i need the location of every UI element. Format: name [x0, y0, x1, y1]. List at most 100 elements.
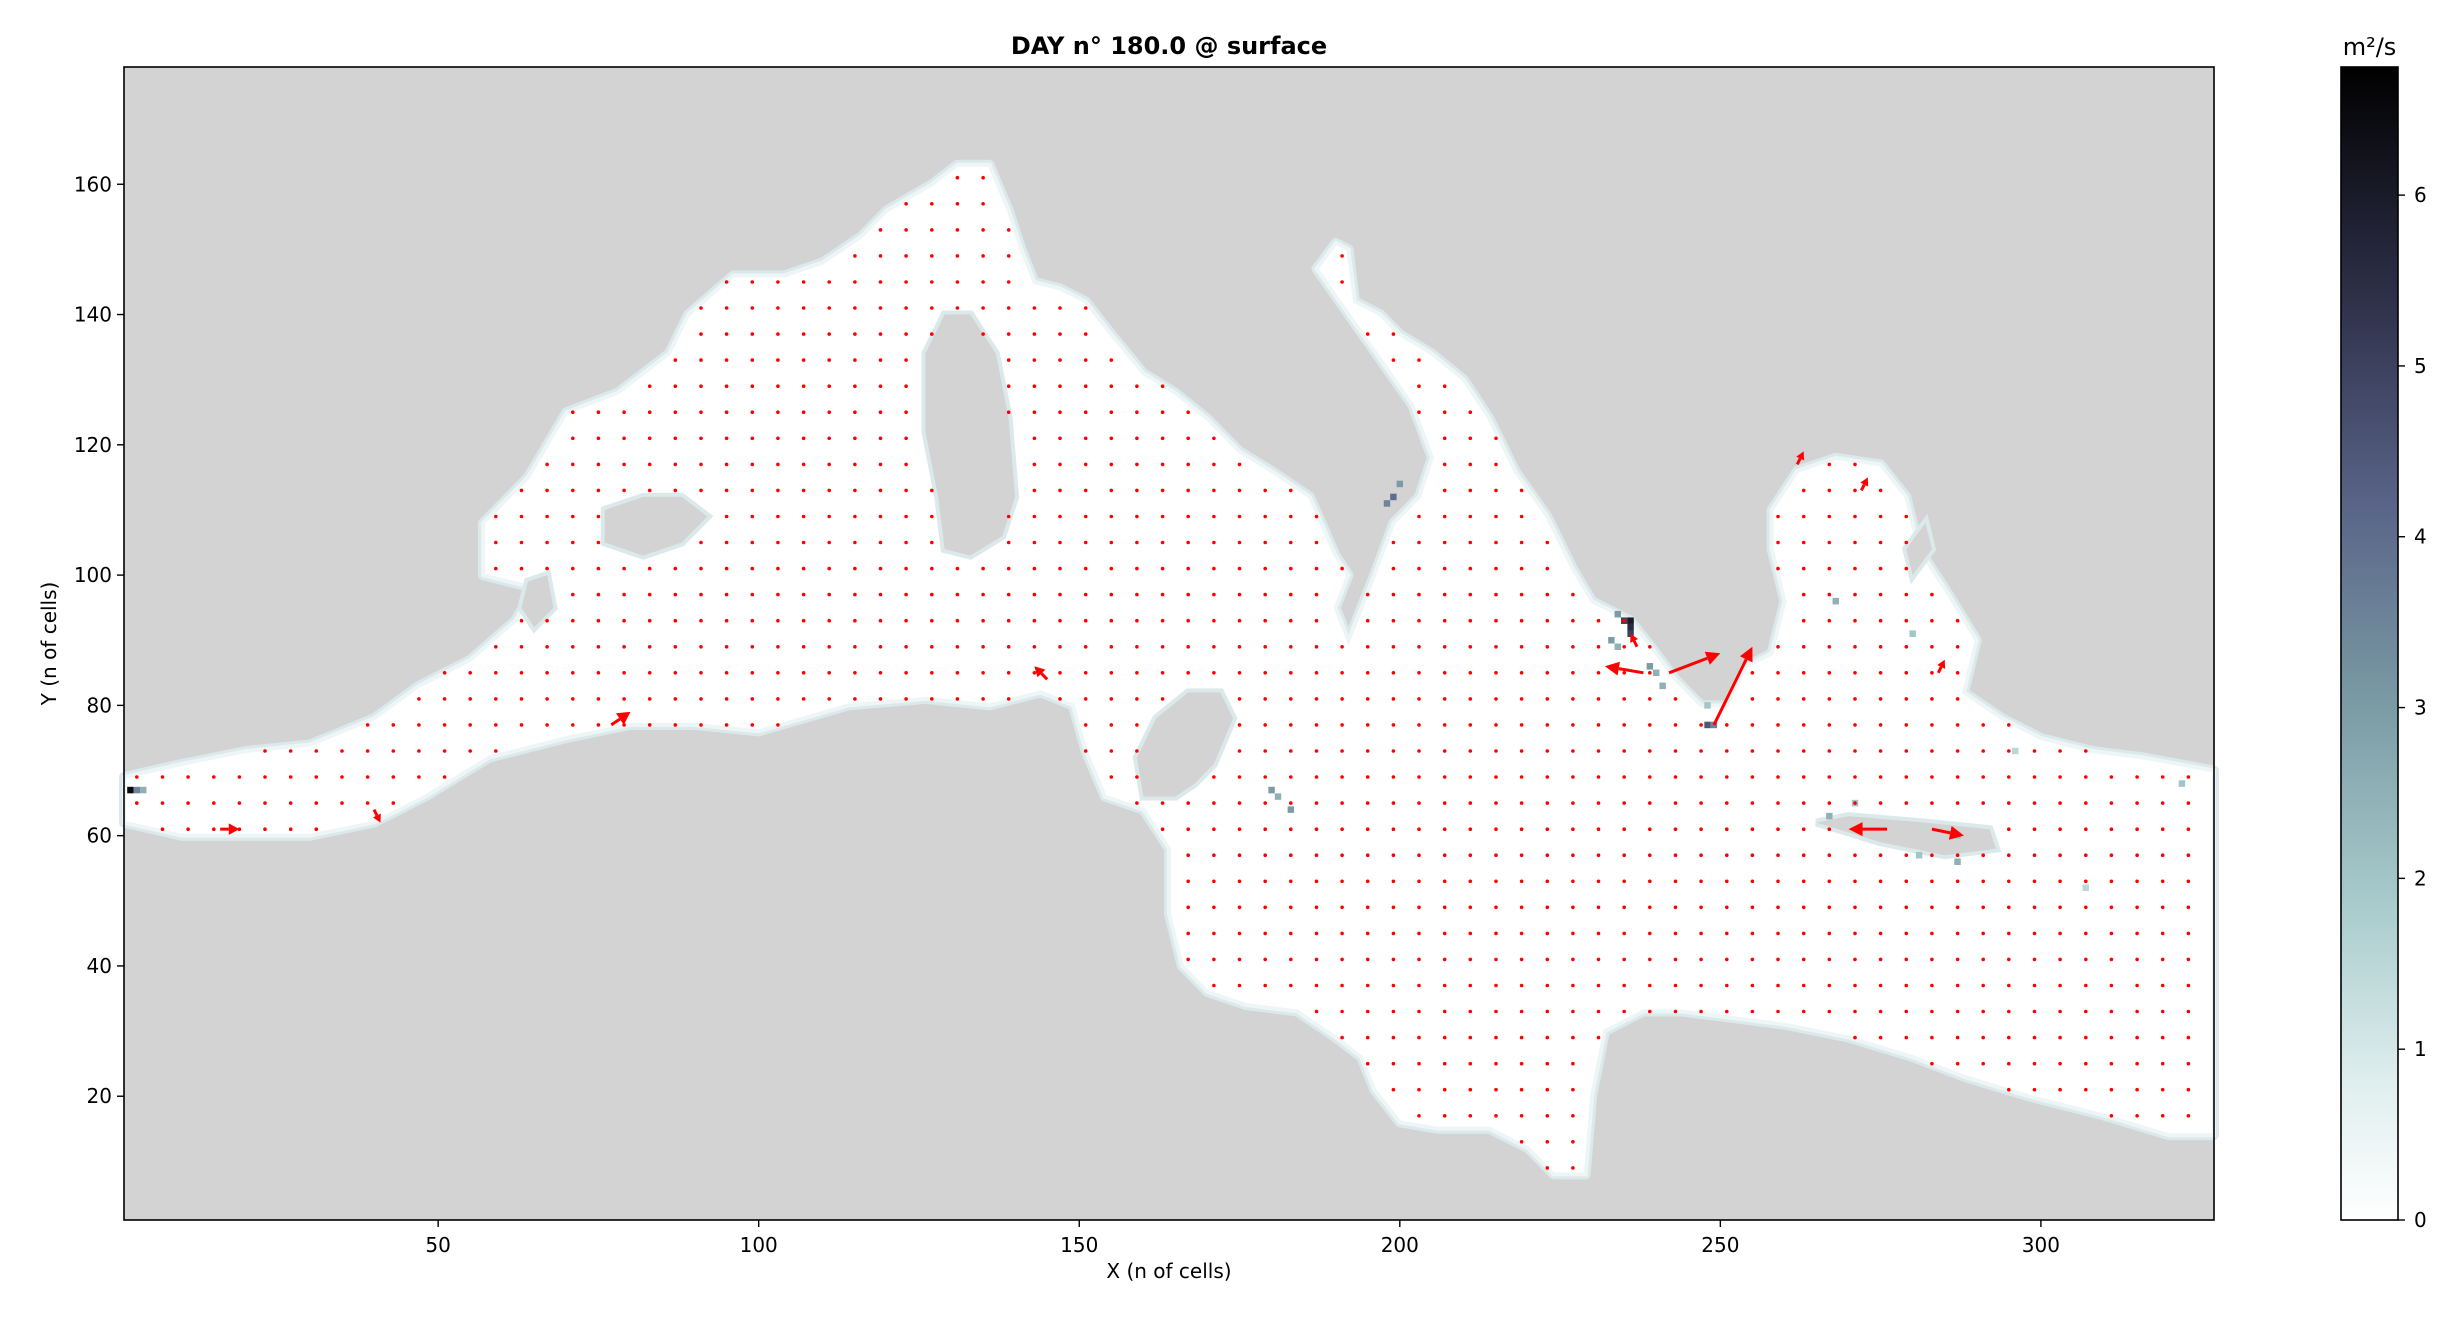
quiver-point	[1442, 488, 1447, 493]
quiver-point	[878, 280, 883, 284]
heat-cell	[1390, 493, 1397, 501]
quiver-point	[1955, 1035, 1960, 1040]
quiver-point	[1648, 905, 1652, 910]
quiver-point	[1314, 905, 1319, 910]
quiver-point	[1186, 827, 1190, 831]
quiver-point	[1365, 905, 1370, 910]
quiver-point	[1494, 540, 1498, 545]
quiver-point	[1212, 566, 1216, 571]
x-tick-label: 300	[2022, 1233, 2060, 1257]
quiver-point	[1596, 879, 1601, 884]
quiver-point	[1750, 1009, 1755, 1014]
quiver-point	[1827, 566, 1832, 571]
quiver-point	[1340, 775, 1344, 779]
quiver-point	[673, 723, 678, 727]
quiver-point	[1878, 723, 1883, 727]
quiver-point	[2109, 853, 2114, 857]
quiver-point	[1083, 697, 1088, 701]
quiver-point	[391, 749, 396, 753]
quiver-point	[2058, 983, 2062, 988]
quiver-point	[1237, 749, 1242, 753]
quiver-point	[1109, 436, 1114, 441]
quiver-point	[186, 801, 190, 805]
quiver-point	[1442, 566, 1447, 571]
quiver-point	[724, 566, 729, 571]
quiver-point	[340, 749, 344, 753]
quiver-point	[981, 697, 985, 701]
quiver-point	[1545, 1140, 1550, 1144]
quiver-point	[1673, 853, 1678, 857]
quiver-point	[1725, 775, 1729, 779]
quiver-point	[2186, 1114, 2191, 1118]
quiver-point	[2058, 749, 2062, 753]
quiver-point	[1391, 983, 1396, 988]
quiver-point	[1365, 775, 1370, 779]
quiver-point	[1981, 879, 1985, 884]
quiver-arrow-head	[228, 823, 240, 835]
quiver-point	[1314, 514, 1319, 519]
quiver-point	[1801, 540, 1806, 545]
quiver-point	[1827, 592, 1832, 597]
quiver-point	[1263, 488, 1267, 493]
quiver-point	[1083, 462, 1088, 467]
quiver-arrow-head	[1860, 477, 1869, 487]
quiver-point	[1545, 983, 1550, 988]
quiver-point	[1596, 1035, 1601, 1040]
quiver-point	[1776, 514, 1780, 519]
quiver-point	[1289, 618, 1293, 623]
quiver-point	[776, 645, 780, 649]
quiver-point	[1750, 853, 1755, 857]
quiver-point	[1699, 853, 1703, 857]
quiver-point	[1058, 540, 1062, 545]
quiver-point	[1930, 1061, 1934, 1066]
quiver-point	[1725, 853, 1729, 857]
quiver-point	[853, 280, 857, 284]
quiver-point	[776, 410, 780, 415]
quiver-point	[930, 306, 934, 310]
quiver-point	[724, 306, 729, 310]
quiver-point	[1648, 697, 1652, 701]
quiver-point	[1417, 618, 1421, 623]
quiver-point	[1417, 1087, 1421, 1092]
quiver-point	[1545, 827, 1550, 831]
quiver-point	[930, 566, 934, 571]
quiver-point	[2186, 931, 2191, 936]
quiver-point	[1212, 957, 1216, 962]
quiver-point	[596, 462, 601, 467]
quiver-point	[1930, 879, 1934, 884]
quiver-point	[596, 566, 601, 571]
quiver-point	[1571, 749, 1575, 753]
quiver-point	[2032, 983, 2037, 988]
quiver-point	[1878, 879, 1883, 884]
quiver-point	[2007, 775, 2011, 779]
quiver-point	[1519, 566, 1524, 571]
quiver-point	[212, 801, 216, 805]
quiver-point	[2058, 1009, 2062, 1014]
quiver-point	[1853, 462, 1857, 467]
quiver-point	[801, 566, 806, 571]
quiver-point	[1442, 1035, 1447, 1040]
quiver-point	[955, 671, 960, 675]
quiver-point	[1673, 983, 1678, 988]
quiver-point	[1160, 827, 1165, 831]
quiver-point	[1006, 645, 1011, 649]
quiver-point	[1827, 749, 1832, 753]
quiver-point	[1058, 514, 1062, 519]
quiver-point	[1468, 618, 1473, 623]
quiver-point	[673, 410, 678, 415]
quiver-point	[853, 671, 857, 675]
quiver-point	[2160, 1009, 2165, 1014]
quiver-point	[1237, 488, 1242, 493]
quiver-point	[1391, 853, 1396, 857]
quiver-point	[750, 436, 755, 441]
quiver-point	[2186, 1061, 2191, 1066]
quiver-point	[1571, 1140, 1575, 1144]
quiver-point	[2032, 931, 2037, 936]
quiver-point	[1853, 905, 1857, 910]
quiver-point	[827, 332, 831, 336]
quiver-point	[1365, 1035, 1370, 1040]
quiver-point	[1417, 1009, 1421, 1014]
quiver-point	[1135, 749, 1139, 753]
quiver-point	[853, 332, 857, 336]
quiver-point	[2058, 1087, 2062, 1092]
